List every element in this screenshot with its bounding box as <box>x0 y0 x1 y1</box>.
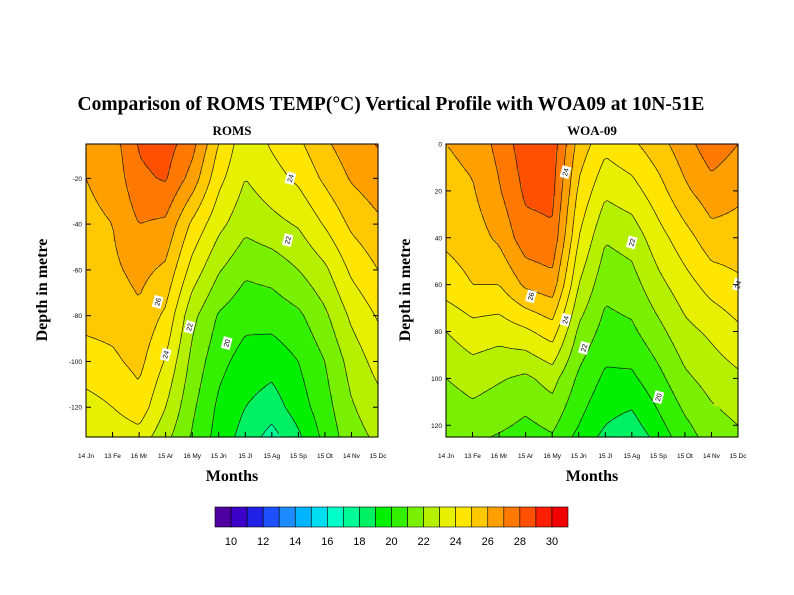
figure-canvas: Comparison of ROMS TEMP(°C) Vertical Pro… <box>0 0 794 595</box>
roms-heatmap <box>86 144 379 438</box>
roms-panel-title: ROMS <box>213 123 252 138</box>
figure-title: Comparison of ROMS TEMP(°C) Vertical Pro… <box>78 94 705 115</box>
